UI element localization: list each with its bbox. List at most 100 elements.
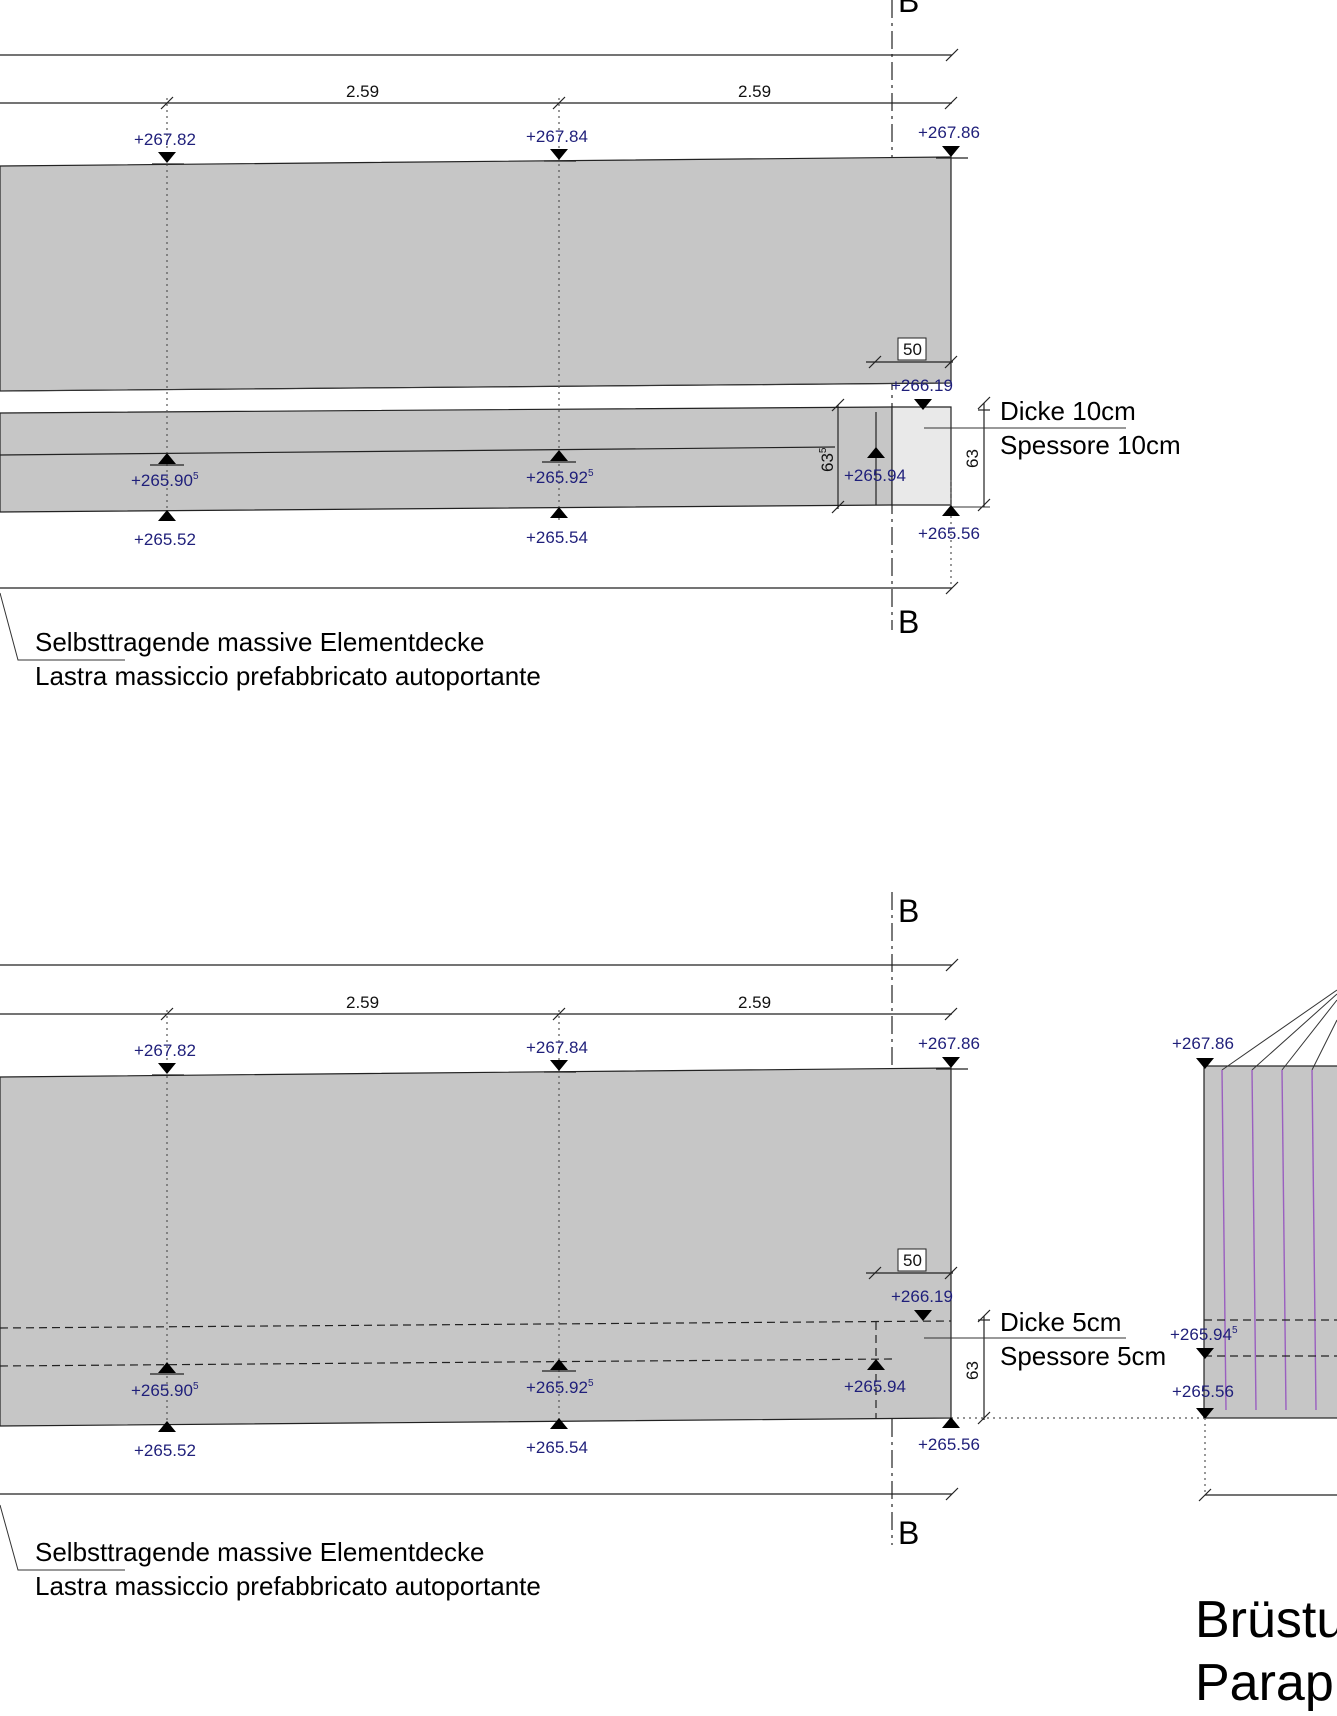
elev-mid-left-t: +265.905 [131,471,199,490]
elev-bottom-left-b: +265.52 [134,1441,196,1460]
elev-marker-down [1196,1408,1214,1419]
dim-tick [945,581,959,595]
elev-top-left-b: +267.82 [134,1041,196,1060]
caption-it-top: Lastra massiccio prefabbricato autoporta… [35,661,541,691]
thickness-it-top: Spessore 10cm [1000,430,1181,460]
dim-offset-top: 50 [903,340,922,359]
thickness-de-b: Dicke 5cm [1000,1307,1121,1337]
dim-height-a: 635 [818,447,837,472]
dim-tick [552,96,566,110]
dim-span-b-b: 2.59 [738,993,771,1012]
leader-caption-top [0,592,125,661]
leader-caption-b [0,1504,125,1571]
elev-bottom-mid-b: +265.54 [526,1438,588,1457]
elev-marker-up [867,447,885,458]
dim-tick [977,498,991,512]
elev-marker-up [942,505,960,516]
elev-top-right-t: +267.86 [918,123,980,142]
elev-marker-down [550,149,568,160]
dim-tick [868,355,882,369]
dim-offset-b: 50 [903,1251,922,1270]
dim-tick [945,1487,959,1501]
dim-span-b-top: 2.59 [738,82,771,101]
caption-de-top: Selbsttragende massive Elementdecke [35,627,484,657]
side-elev-bottom: +265.56 [1172,1382,1234,1401]
caption-de-b: Selbsttragende massive Elementdecke [35,1537,484,1567]
elev-marker-down [1196,1348,1214,1359]
title-line-1: Brüstu [1195,1591,1337,1649]
dim-tick [945,48,959,62]
slab-end-light [891,406,952,506]
elev-mid-mid-t: +265.925 [526,468,594,487]
elev-top-mid-b: +267.84 [526,1038,588,1057]
elev-marker-up [550,507,568,518]
dim-tick [831,500,845,514]
dim-height-b: 63 [963,449,982,468]
dim-span-a-b: 2.59 [346,993,379,1012]
title-line-2: Parap [1195,1654,1334,1712]
section-marker-top-2: B [898,604,919,640]
elev-marker-up [158,510,176,521]
elev-marker-up [550,1359,568,1370]
dim-height-bb: 63 [963,1361,982,1380]
slab-lower-top [0,406,893,513]
dim-tick [160,1007,174,1021]
elev-marker-up [867,1359,885,1370]
dim-tick [944,96,958,110]
dim-tick [944,355,958,369]
side-detail: +267.86 +265.945 +265.56 [1170,989,1337,1502]
elev-upper-right-b: +266.19 [891,1287,953,1306]
rebar-line-3 [1281,1069,1287,1411]
elev-marker-down [158,152,176,163]
leader-fan-3 [1281,999,1337,1071]
elev-marker-down [914,399,932,410]
dim-offset-box [897,337,927,361]
rebar-line-1 [1221,1069,1227,1411]
elev-mid-mid-b: +265.925 [526,1378,594,1397]
rebar-line-2 [1251,1069,1257,1411]
elev-upper-right-t: +266.19 [891,376,953,395]
elev-marker-up [158,1362,176,1373]
elev-marker-down [942,1057,960,1068]
dim-tick [944,1266,958,1280]
dashed-line-lower [0,1358,893,1367]
dim-span-a-top: 2.59 [346,82,379,101]
elev-marker-down [158,1063,176,1074]
section-marker-bottom-2: B [898,1515,919,1551]
side-elev-mid: +265.945 [1170,1325,1238,1344]
dim-tick [977,396,991,410]
elev-mid-left-b: +265.905 [131,1381,199,1400]
leader-fan-1 [1221,989,1337,1071]
section-marker-bottom-1: B [898,893,919,929]
elev-marker-up [158,453,176,464]
dim-tick [831,398,845,412]
elev-marker-down [914,1310,932,1321]
elev-marker-down [1196,1058,1214,1069]
slab-upper-top [0,156,952,392]
thickness-de-top: Dicke 10cm [1000,396,1136,426]
caption-it-b: Lastra massiccio prefabbricato autoporta… [35,1571,541,1601]
side-elev-top: +267.86 [1172,1034,1234,1053]
elev-marker-up [942,1417,960,1428]
elev-marker-down [942,146,960,157]
rebar-line-4 [1311,1069,1317,1411]
elev-bottom-mid-t: +265.54 [526,528,588,547]
dim-tick [552,1007,566,1021]
dim-tick [1198,1488,1212,1502]
elev-bottom-left-t: +265.52 [134,530,196,549]
slab-bottom [0,1067,952,1427]
dim-offset-box-b [897,1248,927,1272]
dim-tick [977,1411,991,1425]
elev-mid-right-b: +265.94 [844,1377,906,1396]
elev-marker-up [550,1418,568,1429]
dim-tick [868,1266,882,1280]
dashed-line-upper [0,1320,952,1329]
elev-bottom-right-b: +265.56 [918,1435,980,1454]
detail-top: B B 2.59 2.59 50 635 [0,0,1181,691]
elev-marker-down [550,1060,568,1071]
elev-marker-up [158,1421,176,1432]
dim-tick [945,958,959,972]
elev-top-right-b: +267.86 [918,1034,980,1053]
detail-bottom: B B 2.59 2.59 50 63 +267.82 +26 [0,892,1204,1601]
